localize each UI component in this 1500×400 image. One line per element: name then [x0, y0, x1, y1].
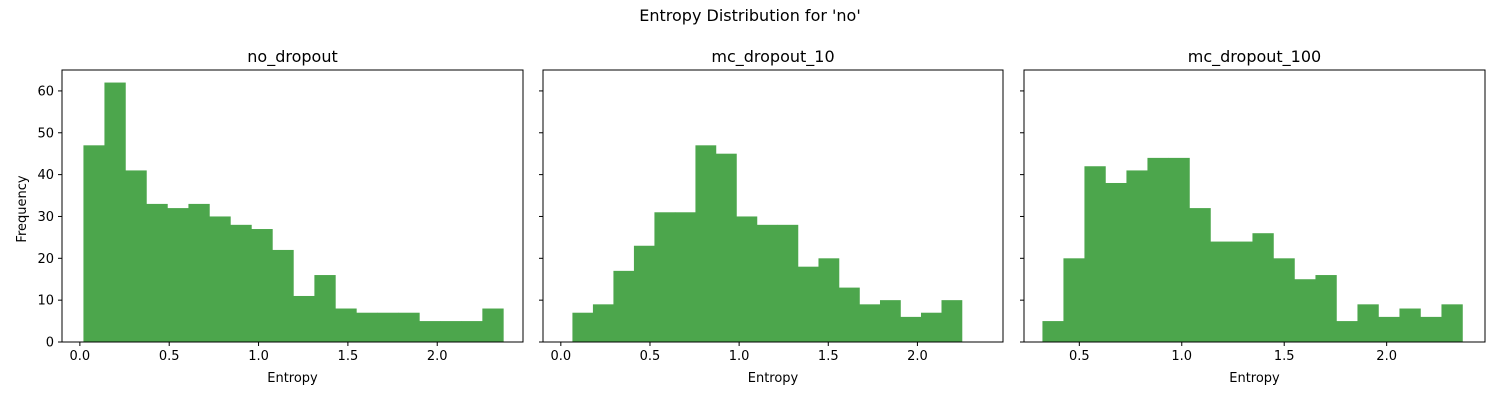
y-tick-label: 40 [37, 168, 54, 183]
axes-frame [542, 69, 1004, 343]
histogram-bar [1147, 157, 1169, 342]
x-tick-label: 0.5 [159, 349, 180, 364]
panel-title: mc_dropout_10 [711, 47, 834, 67]
histogram-bar [941, 300, 963, 342]
x-tick-label: 1.5 [338, 349, 359, 364]
histogram-bar [654, 212, 676, 342]
histogram-bar [1042, 321, 1064, 342]
histogram-bar [695, 145, 717, 342]
x-tick-label: 0.0 [550, 349, 571, 364]
y-tick-label: 20 [37, 252, 54, 267]
histogram-bar [818, 258, 840, 342]
x-tick-label: 0.5 [1069, 349, 1090, 364]
x-tick-label: 1.0 [1171, 349, 1192, 364]
histogram-bar [1126, 170, 1148, 342]
histogram-bar [167, 208, 189, 342]
histogram-bar [1441, 304, 1463, 342]
y-tick-label: 30 [37, 210, 54, 225]
panel-title: mc_dropout_100 [1188, 47, 1321, 67]
histogram-bar [1357, 304, 1379, 342]
x-tick-label: 0.5 [640, 349, 661, 364]
histogram-bar [592, 304, 614, 342]
histogram-bar [1252, 233, 1274, 342]
histogram-bar [314, 275, 336, 342]
histogram-bar [715, 153, 737, 342]
y-tick-label: 10 [37, 294, 54, 309]
histogram-bar [1105, 182, 1127, 342]
x-axis-label: Entropy [748, 371, 799, 386]
histogram-bar [920, 312, 942, 342]
x-tick-label: 1.5 [818, 349, 839, 364]
histogram-bar [377, 312, 399, 342]
panel-no-dropout: no_dropout 0.0 0.5 1.0 1.5 2.0 0 10 20 30 40 50 60 En… [37, 47, 524, 386]
histogram-bar [419, 321, 441, 342]
y-tick-label: 0 [46, 336, 54, 351]
histogram-bar [293, 295, 315, 342]
histogram-bar [461, 321, 483, 342]
histogram-bar [1294, 279, 1316, 342]
histogram-bar [1210, 241, 1232, 342]
histogram-bar [440, 321, 462, 342]
histogram-bar [674, 212, 696, 342]
histogram-bar [736, 216, 758, 342]
y-axis-label: Frequency [15, 175, 30, 242]
histogram-bar [797, 266, 819, 342]
histogram-bar [756, 224, 778, 342]
x-tick-label: 1.0 [248, 349, 269, 364]
x-tick-label: 2.0 [907, 349, 928, 364]
histogram-bar [1378, 316, 1400, 342]
histogram-bar [859, 304, 881, 342]
histogram-bar [230, 224, 252, 342]
axes-frame [1023, 69, 1486, 343]
histogram-bar [777, 224, 799, 342]
y-tick-label: 60 [37, 84, 54, 99]
histogram-bar [272, 249, 294, 342]
x-axis-label: Entropy [1229, 371, 1280, 386]
panel-mc-dropout-100: mc_dropout_100 0.5 1.0 1.5 2.0 Entropy [1020, 47, 1486, 386]
x-tick-label: 2.0 [427, 349, 448, 364]
histogram-bar [613, 270, 635, 342]
histogram-bar [1063, 258, 1085, 342]
histogram-bar [83, 145, 105, 342]
x-tick-label: 1.5 [1274, 349, 1295, 364]
histogram-bar [251, 229, 273, 342]
histogram-bar [1420, 316, 1442, 342]
histogram-bar [900, 316, 922, 342]
histogram-bar [1168, 157, 1190, 342]
histogram-bar [1336, 321, 1358, 342]
x-tick-label: 0.0 [70, 349, 91, 364]
histogram-bar [1189, 208, 1211, 342]
histogram-bar [1399, 308, 1421, 342]
histogram-bar [398, 312, 420, 342]
histogram-bar [209, 216, 231, 342]
histogram-bar [1084, 166, 1106, 342]
histogram-bar [335, 308, 357, 342]
histogram-bar [356, 312, 378, 342]
histogram-bar [1315, 275, 1337, 342]
histogram-bar [1273, 258, 1295, 342]
histogram-bar [125, 170, 147, 342]
histogram-bar [146, 203, 168, 342]
histogram-bar [104, 82, 126, 343]
axes-frame [61, 69, 524, 343]
histogram-bar [572, 312, 594, 342]
histogram-bar [879, 300, 901, 342]
x-tick-label: 2.0 [1376, 349, 1397, 364]
histogram-bar [1231, 241, 1253, 342]
x-tick-label: 1.0 [729, 349, 750, 364]
panel-title: no_dropout [247, 47, 337, 67]
histogram-bar [838, 287, 860, 342]
panel-mc-dropout-10: mc_dropout_10 0.0 0.5 1.0 1.5 2.0 Entropy [539, 47, 1004, 386]
y-tick-label: 50 [37, 126, 54, 141]
x-axis-label: Entropy [267, 371, 318, 386]
histogram-bar [482, 308, 504, 342]
histogram-bar [188, 203, 210, 342]
figure-suptitle: Entropy Distribution for 'no' [639, 6, 861, 25]
histogram-bar [633, 245, 655, 342]
